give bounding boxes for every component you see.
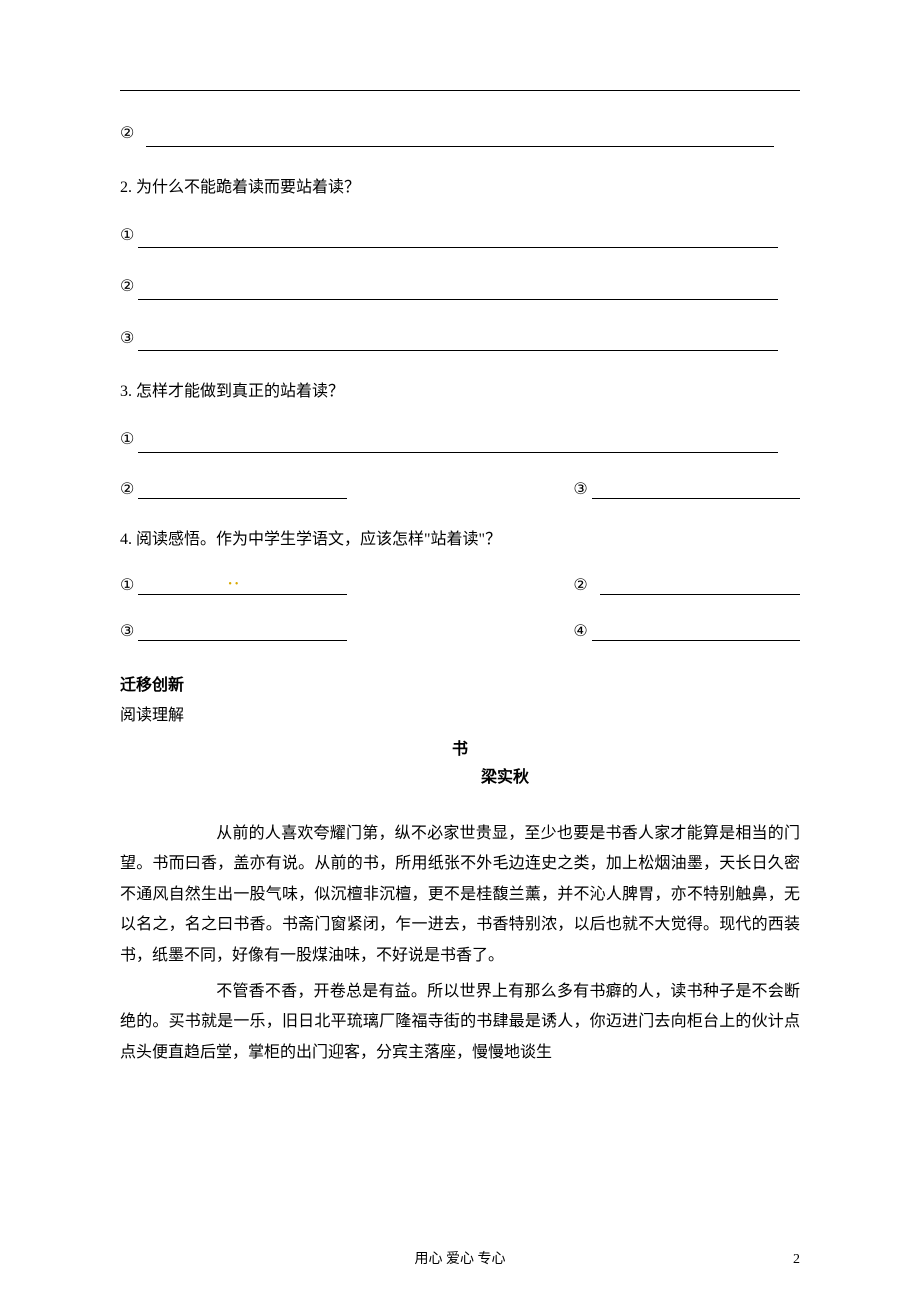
question-3: 3. 怎样才能做到真正的站着读？ xyxy=(120,377,800,401)
section-subtitle: 阅读理解 xyxy=(120,701,800,725)
circled-1: ① xyxy=(120,575,134,595)
article-author: 梁实秋 xyxy=(120,763,800,787)
document-page: ② 2. 为什么不能跪着读而要站着读？ ① ② ③ 3. 怎样才能做到真正的站着… xyxy=(0,0,920,1300)
blank-line xyxy=(138,623,346,641)
circled-3: ③ xyxy=(120,330,134,347)
blank-line xyxy=(138,333,778,351)
blank-line: •• xyxy=(138,577,346,595)
circled-4: ④ xyxy=(573,621,587,641)
question-4: 4. 阅读感悟。作为中学生学语文，应该怎样"站着读"？ xyxy=(120,525,800,549)
blank-line xyxy=(592,623,800,641)
circled-2: ② xyxy=(120,479,134,499)
paragraph-1: 从前的人喜欢夸耀门第，纵不必家世贵显，至少也要是书香人家才能算是相当的门望。书而… xyxy=(120,819,800,971)
answer-line-q3-1: ① xyxy=(120,427,800,453)
circled-3: ③ xyxy=(573,479,587,499)
blank-line xyxy=(138,481,346,499)
answer-row-q4-12: ① •• ② xyxy=(120,575,800,595)
circled-1: ① xyxy=(120,227,134,244)
blank-line xyxy=(138,282,778,300)
paragraph-2-text: 不管香不香，开卷总是有益。所以世界上有那么多有书癖的人，读书种子是不会断绝的。买… xyxy=(120,983,800,1061)
answer-row-q3-23: ② ③ xyxy=(120,479,800,499)
answer-line-q2-1: ① xyxy=(120,223,800,249)
paragraph-1-text: 从前的人喜欢夸耀门第，纵不必家世贵显，至少也要是书香人家才能算是相当的门望。书而… xyxy=(120,825,800,964)
answer-line-q2-3: ③ xyxy=(120,326,800,352)
footer-motto: 用心 爱心 专心 xyxy=(0,1248,920,1268)
blank-line xyxy=(138,435,778,453)
blank-line xyxy=(600,577,800,595)
article-title: 书 xyxy=(120,735,800,759)
blank-line xyxy=(146,129,774,147)
page-footer: 用心 爱心 专心 2 xyxy=(0,1248,920,1268)
page-number: 2 xyxy=(793,1252,800,1268)
circled-2: ② xyxy=(120,125,134,142)
circled-2: ② xyxy=(573,575,587,595)
answer-line-q2-2: ② xyxy=(120,274,800,300)
circled-2: ② xyxy=(120,278,134,295)
answer-row-q4-34: ③ ④ xyxy=(120,621,800,641)
section-heading: 迁移创新 xyxy=(120,671,800,695)
circled-3: ③ xyxy=(120,621,134,641)
paragraph-2: 不管香不香，开卷总是有益。所以世界上有那么多有书癖的人，读书种子是不会断绝的。买… xyxy=(120,977,800,1068)
question-2: 2. 为什么不能跪着读而要站着读？ xyxy=(120,173,800,197)
watermark-dots-icon: •• xyxy=(228,579,241,590)
top-rule xyxy=(120,90,800,91)
answer-line-q1-2: ② xyxy=(120,121,800,147)
circled-1: ① xyxy=(120,431,134,448)
blank-line xyxy=(592,481,800,499)
blank-line xyxy=(138,230,778,248)
